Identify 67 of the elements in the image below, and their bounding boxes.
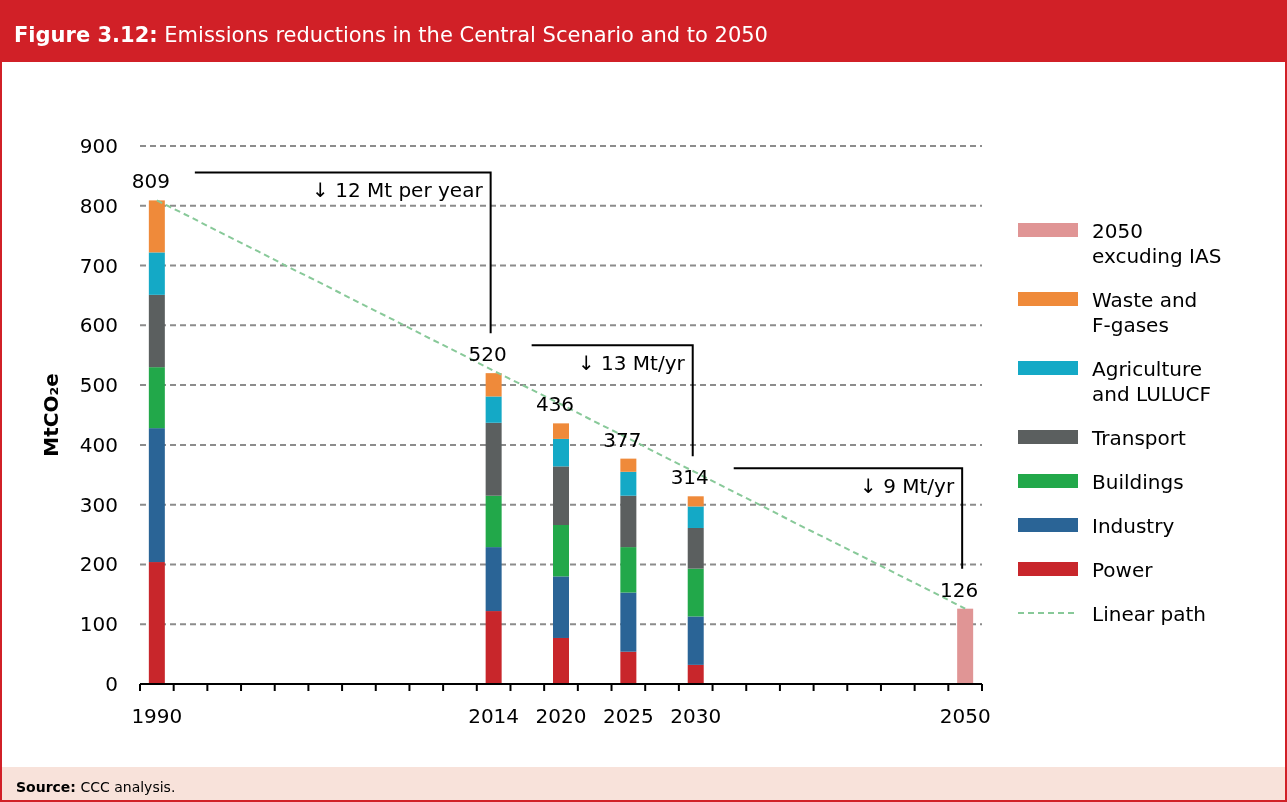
y-axis-title: MtCO₂e <box>39 373 63 457</box>
y-tick-label: 0 <box>105 672 118 696</box>
bar <box>687 496 704 507</box>
bar <box>148 428 165 563</box>
bar <box>148 200 165 253</box>
bar <box>620 547 637 593</box>
y-tick-label: 100 <box>79 612 118 637</box>
bar <box>687 527 704 569</box>
bar <box>553 438 569 467</box>
total-label: 126 <box>940 577 979 602</box>
annotation: ↓ 12 Mt per year <box>312 178 484 203</box>
x-tick-label: 2020 <box>535 704 587 728</box>
bar <box>553 466 569 525</box>
bar <box>148 367 165 429</box>
y-tick-label: 400 <box>79 432 118 457</box>
bar <box>687 664 704 684</box>
legend-label: Transport <box>1091 426 1187 450</box>
legend-label: Linear path <box>1092 602 1206 626</box>
bar <box>553 576 569 638</box>
legend-label: 2050 excuding IAS <box>1092 219 1222 268</box>
legend-label: Agriculture and LULUCF <box>1092 357 1212 406</box>
x-tick-label: 2050 <box>939 704 991 728</box>
bar <box>687 506 704 528</box>
legend-label: Power <box>1092 558 1154 582</box>
y-tick-label: 600 <box>79 313 118 338</box>
y-tick-label: 200 <box>79 552 118 577</box>
bar <box>553 637 569 684</box>
bar <box>620 651 637 684</box>
bar <box>957 608 974 684</box>
legend-label: Industry <box>1092 514 1175 538</box>
bar <box>485 373 502 397</box>
bar <box>687 616 704 665</box>
x-tick-label: 2014 <box>468 704 520 728</box>
legend-label: Buildings <box>1092 470 1184 494</box>
bar <box>620 495 637 548</box>
source-note: Source: CCC analysis. <box>16 779 176 795</box>
bar <box>553 423 569 439</box>
bar <box>485 495 502 548</box>
bar <box>553 524 569 577</box>
annotation: ↓ 13 Mt/yr <box>577 351 686 376</box>
bar <box>687 568 704 617</box>
total-label: 809 <box>131 169 170 194</box>
legend-label: Waste and F-gases <box>1092 288 1198 337</box>
y-tick-label: 300 <box>79 492 118 517</box>
y-tick-label: 800 <box>79 193 118 218</box>
total-label: 377 <box>603 427 642 452</box>
bar <box>620 458 637 472</box>
total-label: 436 <box>535 392 575 417</box>
bar <box>148 562 165 684</box>
x-tick-label: 1990 <box>131 704 183 728</box>
y-tick-label: 900 <box>79 134 118 158</box>
y-tick-label: 500 <box>79 373 118 398</box>
chart-title: Figure 3.12: Emissions reductions in the Central Scenario and to 2050 <box>14 23 768 47</box>
x-tick-label: 2025 <box>602 704 654 728</box>
bar <box>485 396 502 423</box>
bar <box>620 592 637 652</box>
total-label: 314 <box>670 465 709 490</box>
annotation: ↓ 9 Mt/yr <box>860 474 955 499</box>
y-tick-label: 700 <box>79 253 118 278</box>
total-label: 520 <box>468 342 507 367</box>
bar <box>148 294 165 368</box>
bar <box>485 547 502 612</box>
bar <box>485 422 502 496</box>
bar <box>148 252 165 295</box>
bar <box>485 611 502 684</box>
x-tick-label: 2030 <box>670 704 722 728</box>
bar <box>620 471 637 496</box>
